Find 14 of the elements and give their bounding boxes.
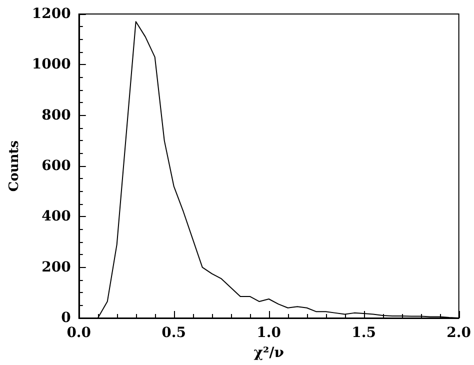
x-tick-label: 0.5	[162, 325, 186, 341]
y-tick-label: 800	[42, 107, 72, 124]
y-tick-label: 1200	[32, 6, 72, 22]
y-axis-title: Counts	[7, 140, 22, 192]
x-tick-label: 1.0	[256, 325, 282, 341]
y-tick-label: 1000	[32, 56, 72, 73]
y-tick-label: 0	[61, 310, 72, 326]
x-tick-label: 1.5	[352, 325, 376, 341]
x-tick-label: 0.0	[66, 325, 92, 341]
x-tick-label: 2.0	[446, 325, 472, 341]
y-tick-label: 600	[42, 158, 72, 174]
x-axis-title: χ²/ν	[254, 345, 284, 361]
y-tick-label: 200	[42, 259, 72, 276]
y-tick-label: 400	[42, 208, 72, 225]
